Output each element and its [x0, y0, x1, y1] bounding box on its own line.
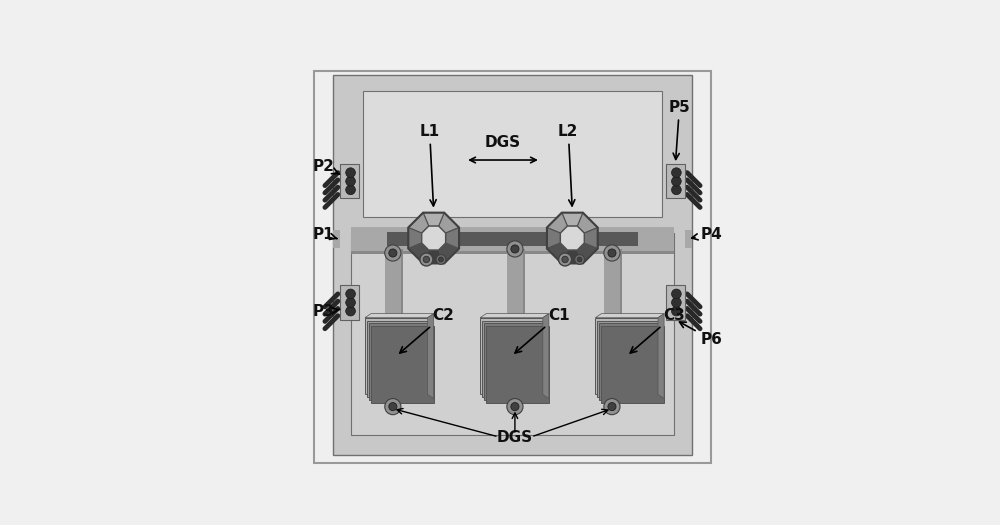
Bar: [685, 230, 692, 248]
Circle shape: [346, 168, 355, 177]
Polygon shape: [584, 227, 598, 248]
Bar: [620, 249, 622, 313]
Bar: [480, 318, 543, 394]
Polygon shape: [439, 213, 459, 233]
Circle shape: [385, 245, 401, 261]
Text: DGS: DGS: [497, 430, 533, 445]
Polygon shape: [547, 213, 567, 233]
Polygon shape: [365, 313, 434, 318]
Circle shape: [562, 256, 568, 262]
Bar: [523, 249, 525, 313]
Circle shape: [346, 289, 355, 299]
Bar: [369, 323, 432, 400]
Text: P3: P3: [312, 304, 340, 319]
Circle shape: [420, 253, 433, 266]
Polygon shape: [480, 313, 549, 318]
Bar: [507, 249, 523, 313]
Bar: [666, 286, 685, 320]
Bar: [351, 233, 674, 435]
Polygon shape: [428, 313, 434, 398]
Bar: [351, 251, 674, 254]
Polygon shape: [446, 227, 459, 248]
Bar: [365, 318, 428, 394]
Bar: [482, 320, 545, 397]
Circle shape: [672, 168, 681, 177]
Polygon shape: [408, 227, 422, 248]
Bar: [387, 232, 638, 246]
Circle shape: [672, 306, 681, 316]
Text: P2: P2: [312, 159, 340, 174]
Circle shape: [507, 398, 523, 415]
Polygon shape: [658, 313, 664, 398]
Bar: [599, 323, 662, 400]
Bar: [371, 326, 434, 403]
Text: L1: L1: [420, 124, 440, 206]
Polygon shape: [422, 226, 446, 250]
Polygon shape: [423, 213, 444, 226]
Polygon shape: [423, 250, 444, 264]
Bar: [385, 249, 401, 313]
Bar: [363, 91, 662, 217]
Text: C3: C3: [630, 308, 685, 353]
Bar: [340, 286, 359, 320]
Circle shape: [346, 185, 355, 195]
Circle shape: [577, 257, 582, 262]
Circle shape: [604, 398, 620, 415]
Polygon shape: [562, 213, 583, 226]
Bar: [333, 75, 692, 455]
Circle shape: [389, 403, 397, 411]
Polygon shape: [439, 243, 459, 264]
Circle shape: [604, 245, 620, 261]
Circle shape: [672, 298, 681, 307]
Text: DGS: DGS: [485, 135, 521, 150]
Circle shape: [575, 255, 584, 264]
Circle shape: [439, 257, 443, 262]
Polygon shape: [543, 313, 549, 398]
Circle shape: [559, 253, 572, 266]
Bar: [401, 249, 403, 313]
Circle shape: [346, 298, 355, 307]
Polygon shape: [547, 243, 567, 264]
Circle shape: [608, 249, 616, 257]
Circle shape: [423, 256, 430, 262]
Text: P5: P5: [669, 100, 690, 160]
Bar: [595, 318, 658, 394]
Bar: [604, 249, 620, 313]
Bar: [351, 227, 674, 251]
Bar: [597, 320, 660, 397]
Polygon shape: [547, 227, 560, 248]
Circle shape: [672, 176, 681, 186]
Text: P4: P4: [692, 227, 722, 242]
Bar: [367, 320, 430, 397]
Polygon shape: [562, 250, 583, 264]
Polygon shape: [577, 243, 598, 264]
Text: P1: P1: [312, 227, 337, 242]
Circle shape: [385, 398, 401, 415]
Bar: [484, 323, 547, 400]
Text: C2: C2: [400, 308, 455, 353]
Circle shape: [507, 241, 523, 257]
Bar: [333, 230, 340, 248]
Circle shape: [608, 403, 616, 411]
Polygon shape: [595, 313, 664, 318]
Bar: [340, 164, 359, 198]
Text: C1: C1: [515, 308, 569, 353]
Polygon shape: [408, 213, 429, 233]
Circle shape: [346, 176, 355, 186]
Text: P6: P6: [679, 322, 722, 347]
Text: L2: L2: [558, 124, 578, 206]
Polygon shape: [577, 213, 598, 233]
Polygon shape: [408, 243, 429, 264]
Bar: [601, 326, 664, 403]
Circle shape: [672, 185, 681, 195]
Circle shape: [389, 249, 397, 257]
Circle shape: [511, 245, 519, 253]
Circle shape: [672, 289, 681, 299]
Circle shape: [436, 255, 446, 264]
Bar: [486, 326, 549, 403]
Polygon shape: [560, 226, 584, 250]
Bar: [666, 164, 685, 198]
Circle shape: [346, 306, 355, 316]
Circle shape: [511, 403, 519, 411]
